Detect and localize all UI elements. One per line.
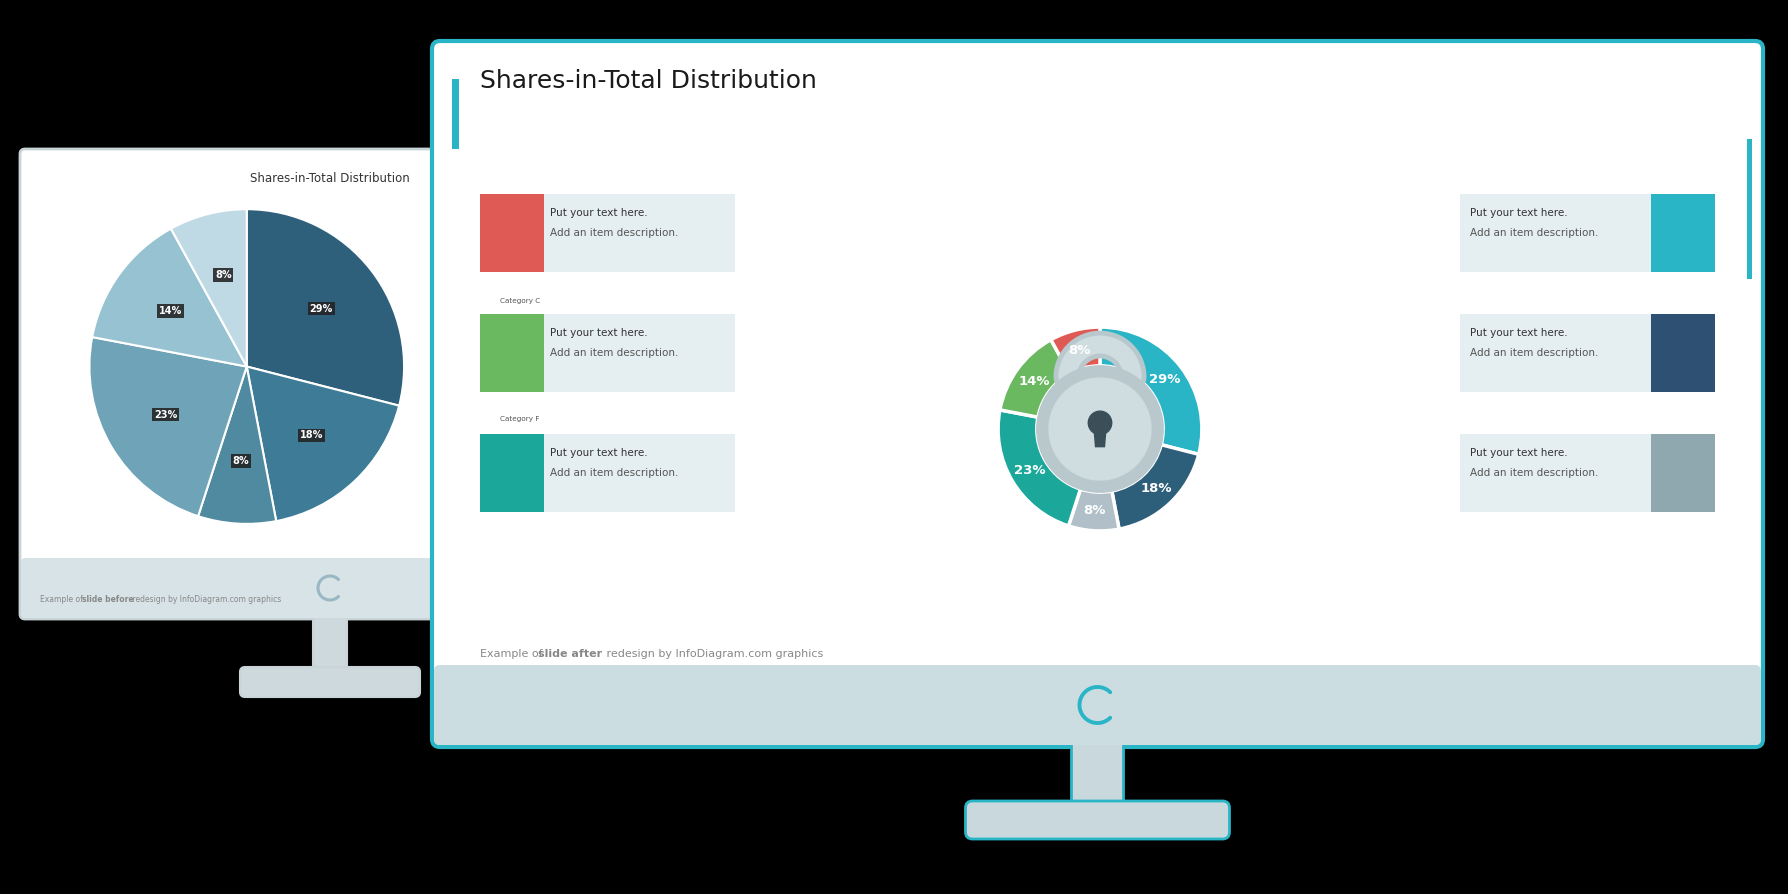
Bar [1650, 194, 1656, 272]
FancyBboxPatch shape [540, 194, 735, 272]
Text: Category D: Category D [501, 337, 542, 343]
Polygon shape [1092, 423, 1107, 447]
Text: Shares-in-Total Distribution: Shares-in-Total Distribution [479, 69, 817, 93]
Text: 8%: 8% [1069, 343, 1091, 357]
Wedge shape [198, 367, 275, 524]
FancyBboxPatch shape [21, 558, 638, 618]
Text: Add an item description.: Add an item description. [1470, 468, 1598, 478]
Text: Example of: Example of [479, 649, 545, 659]
Wedge shape [93, 229, 247, 367]
FancyBboxPatch shape [479, 314, 540, 392]
Text: Category E: Category E [501, 376, 540, 383]
Bar [1650, 314, 1656, 392]
Wedge shape [89, 337, 247, 516]
Text: 14%: 14% [159, 306, 182, 316]
Text: Add an item description.: Add an item description. [551, 228, 678, 238]
Text: 8%: 8% [1084, 504, 1107, 517]
FancyBboxPatch shape [433, 41, 1763, 747]
FancyBboxPatch shape [479, 434, 540, 512]
Wedge shape [999, 340, 1069, 417]
FancyBboxPatch shape [540, 434, 735, 512]
Bar [540, 314, 544, 392]
FancyBboxPatch shape [313, 610, 347, 676]
Bar [540, 194, 544, 272]
Wedge shape [998, 410, 1080, 526]
FancyBboxPatch shape [540, 314, 735, 392]
Text: redesign by InfoDiagram.com graphics: redesign by InfoDiagram.com graphics [131, 595, 281, 604]
Text: Put your text here.: Put your text here. [1470, 328, 1568, 338]
Wedge shape [1100, 327, 1202, 454]
Text: slide after: slide after [538, 649, 603, 659]
Wedge shape [247, 209, 404, 406]
Text: Add an item description.: Add an item description. [551, 348, 678, 358]
Text: 29%: 29% [309, 304, 333, 314]
FancyBboxPatch shape [1656, 194, 1715, 272]
Wedge shape [1051, 327, 1100, 374]
Text: 8%: 8% [215, 270, 232, 280]
Text: Shares-in-Total Distribution: Shares-in-Total Distribution [250, 172, 409, 185]
Wedge shape [1112, 444, 1198, 529]
Text: 18%: 18% [300, 430, 324, 441]
Circle shape [1037, 366, 1164, 493]
Text: Add an item description.: Add an item description. [1470, 348, 1598, 358]
Text: Category B: Category B [501, 258, 540, 265]
Text: Put your text here.: Put your text here. [551, 208, 647, 218]
Text: Put your text here.: Put your text here. [551, 448, 647, 458]
Text: 29%: 29% [1148, 373, 1180, 385]
Bar [1747, 139, 1752, 279]
FancyBboxPatch shape [1656, 314, 1715, 392]
Bar [1650, 434, 1656, 512]
Text: Category F: Category F [501, 416, 540, 422]
FancyBboxPatch shape [966, 801, 1230, 839]
Text: Put your text here.: Put your text here. [551, 328, 647, 338]
FancyBboxPatch shape [1461, 434, 1656, 512]
Bar [452, 79, 460, 149]
FancyBboxPatch shape [20, 149, 640, 619]
Text: Category C: Category C [501, 298, 540, 304]
Wedge shape [247, 367, 399, 521]
Text: Add an item description.: Add an item description. [1470, 228, 1598, 238]
Text: 18%: 18% [1141, 482, 1171, 495]
Circle shape [1050, 378, 1151, 480]
Text: 14%: 14% [1019, 375, 1050, 388]
Text: Put your text here.: Put your text here. [1470, 208, 1568, 218]
FancyBboxPatch shape [1461, 314, 1656, 392]
FancyBboxPatch shape [1461, 194, 1656, 272]
Wedge shape [1069, 489, 1119, 531]
Text: Example of: Example of [39, 595, 86, 604]
Bar [540, 434, 544, 512]
Text: slide before: slide before [82, 595, 134, 604]
Text: 8%: 8% [232, 456, 249, 466]
Wedge shape [172, 209, 247, 367]
FancyBboxPatch shape [1656, 434, 1715, 512]
FancyBboxPatch shape [240, 667, 420, 697]
Text: Add an item description.: Add an item description. [551, 468, 678, 478]
FancyBboxPatch shape [1071, 733, 1123, 814]
Text: 23%: 23% [1014, 464, 1046, 477]
FancyBboxPatch shape [479, 194, 540, 272]
Circle shape [1089, 411, 1112, 434]
Text: redesign by InfoDiagram.com graphics: redesign by InfoDiagram.com graphics [603, 649, 822, 659]
Text: 23%: 23% [154, 409, 177, 419]
Text: Category A: Category A [501, 219, 540, 225]
Text: Put your text here.: Put your text here. [1470, 448, 1568, 458]
FancyBboxPatch shape [434, 665, 1761, 745]
